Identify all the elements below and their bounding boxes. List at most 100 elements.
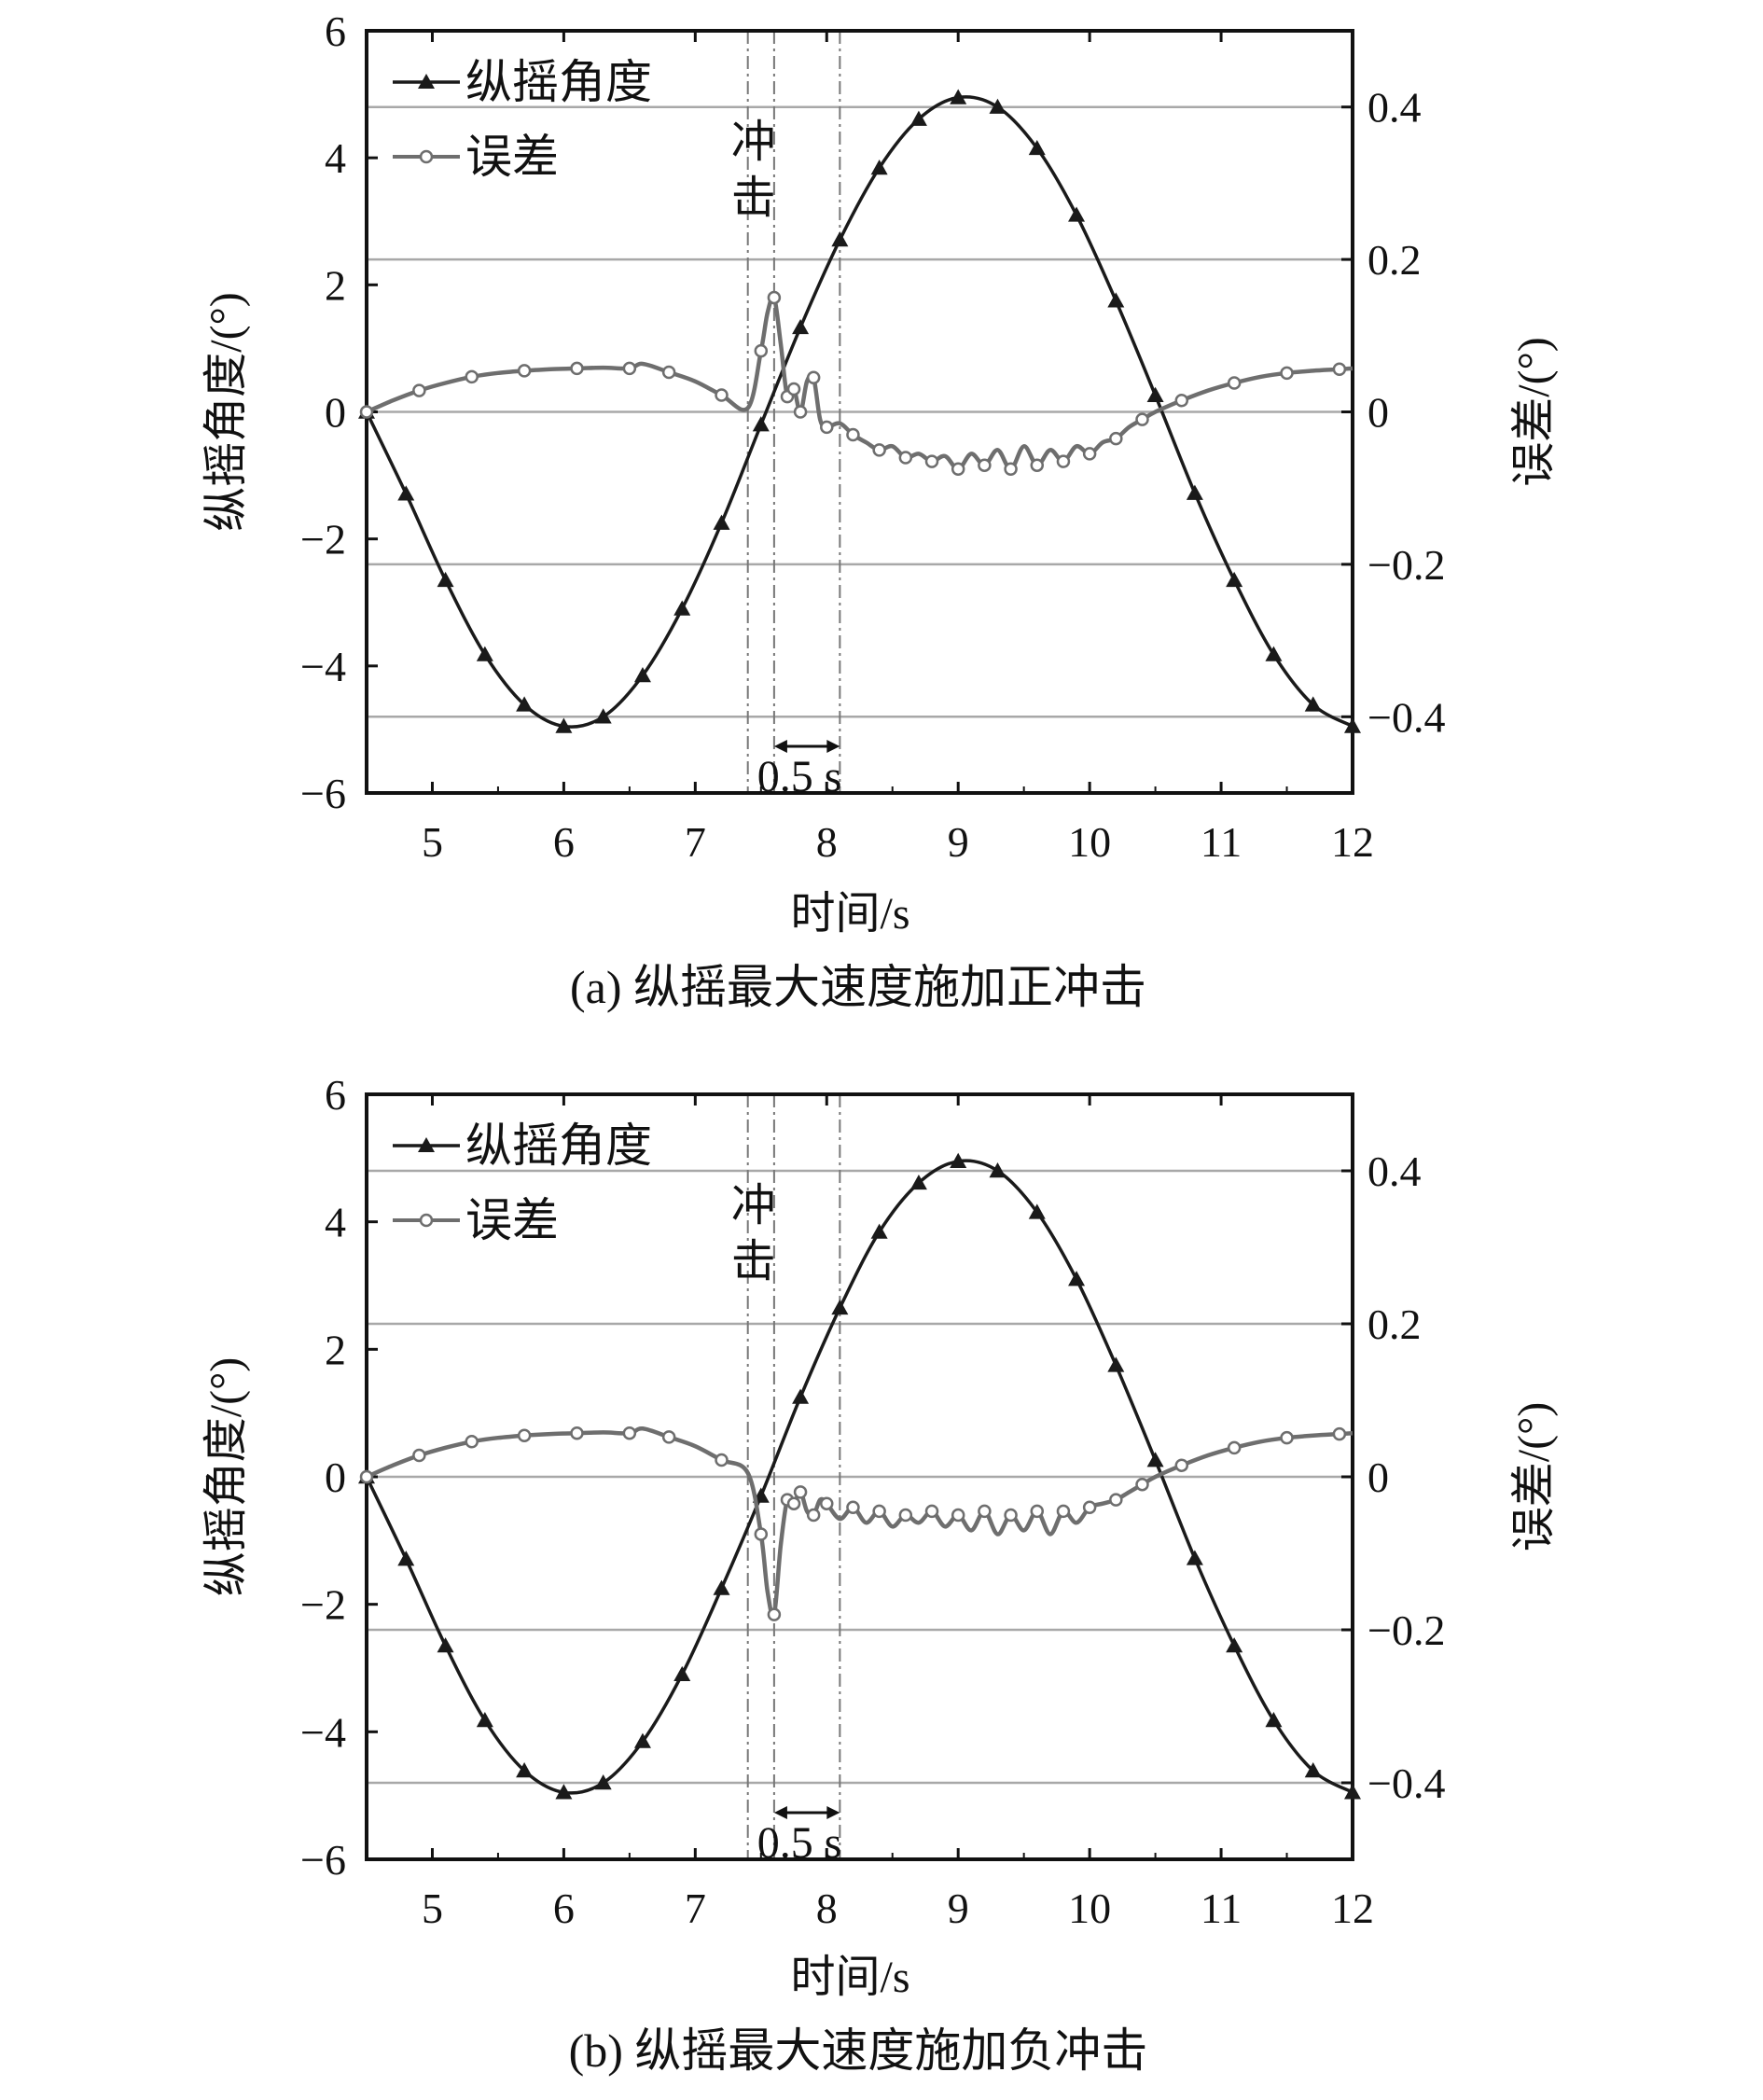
angle-point [1304, 1762, 1322, 1778]
shock-label-char-2: 击 [731, 1237, 776, 1286]
angle-point [1107, 1356, 1125, 1372]
y2-tick-label: −0.2 [1367, 1606, 1445, 1654]
angle-point [673, 1665, 691, 1682]
error-point [412, 1448, 426, 1463]
y2-tick-label: 0 [1367, 389, 1389, 437]
angle-point [594, 708, 612, 724]
error-point [622, 361, 637, 376]
angle-point [1107, 292, 1125, 308]
error-point [622, 1426, 637, 1440]
error-point [767, 1607, 782, 1621]
x-tick-label: 12 [1331, 1884, 1374, 1932]
error-point [570, 361, 584, 376]
error-point [715, 388, 729, 402]
error-point [1227, 1440, 1242, 1455]
error-point [1056, 454, 1071, 468]
x-axis-label: 时间/s [790, 1953, 909, 2002]
x-tick-label: 9 [948, 1884, 969, 1932]
series-line-error [366, 294, 1353, 472]
y-tick-label: −6 [300, 1836, 346, 1884]
legend-circle-marker [419, 1213, 434, 1228]
error-point [715, 1453, 729, 1467]
legend-triangle-marker [418, 1137, 435, 1152]
error-point [1030, 458, 1045, 472]
error-point [1174, 393, 1189, 408]
shock-label-char-1: 冲 [731, 118, 776, 167]
x-tick-label: 11 [1201, 818, 1242, 866]
y-axis-label: 纵摇角度/(°) [201, 292, 251, 532]
series-line-error [366, 1426, 1353, 1619]
angle-point [476, 1712, 493, 1728]
x-tick-label: 11 [1201, 1884, 1242, 1932]
shock-label-char-2: 击 [731, 174, 776, 223]
y-tick-label: −2 [300, 516, 346, 563]
angle-point [989, 1162, 1006, 1178]
error-point [767, 290, 782, 305]
interval-arrow-head-left [773, 740, 787, 753]
y2-tick-label: −0.4 [1367, 1759, 1445, 1807]
y-tick-label: 2 [325, 261, 346, 309]
y2-tick-label: 0.2 [1367, 236, 1422, 284]
angle-point [1068, 1271, 1086, 1286]
angle-point [752, 416, 770, 432]
error-point [872, 443, 886, 457]
legend-circle-marker [419, 149, 434, 164]
angle-point [792, 1388, 810, 1404]
angle-point [397, 1551, 415, 1566]
angle-point [1028, 139, 1046, 156]
angle-point [1068, 206, 1086, 222]
error-point [924, 1504, 939, 1519]
panel-caption: (a) 纵摇最大速度施加正冲击 [570, 961, 1146, 1013]
y-axis-label: 纵摇角度/(°) [201, 1357, 251, 1597]
error-point [951, 1508, 965, 1523]
error-point [898, 1508, 913, 1523]
error-point [1004, 462, 1018, 477]
x-tick-label: 7 [685, 1884, 706, 1932]
y-tick-label: 6 [325, 7, 346, 55]
error-point [1174, 1458, 1189, 1472]
y-tick-label: −4 [300, 643, 346, 690]
error-point [661, 365, 676, 380]
y2-axis-label: 误差/(°) [1509, 337, 1559, 487]
y2-tick-label: 0.4 [1367, 84, 1422, 132]
error-point [820, 420, 834, 435]
angle-point [555, 1784, 573, 1800]
error-point [898, 451, 913, 465]
error-point [1082, 1500, 1097, 1515]
angle-point [870, 160, 888, 175]
y-tick-label: −6 [300, 770, 346, 817]
error-point [806, 1508, 821, 1523]
x-tick-label: 12 [1331, 818, 1374, 866]
error-point [1109, 431, 1123, 446]
interval-label: 0.5 s [757, 1818, 842, 1868]
angle-point [1226, 571, 1243, 588]
angle-point [516, 696, 534, 712]
angle-point [792, 318, 810, 335]
error-point [924, 454, 939, 468]
error-point [1056, 1504, 1071, 1519]
error-point [793, 1485, 808, 1499]
error-point [978, 458, 992, 472]
angle-point [831, 230, 849, 247]
legend-label-angle: 纵摇角度 [465, 56, 652, 108]
x-tick-label: 5 [422, 818, 443, 866]
error-point [872, 1504, 886, 1519]
error-point [754, 1527, 769, 1541]
panel-a: 5 6 7 8 9 10 11 12 6 4 2 0 −2 −4 −6 0.4 0.2 0 −0.2 −0.4 时间/s… [201, 7, 1559, 1013]
error-point [570, 1426, 584, 1440]
angle-point [437, 571, 454, 588]
interval-arrow-head-right [826, 1806, 840, 1819]
y2-tick-label: 0.2 [1367, 1300, 1422, 1348]
y-tick-label: 2 [325, 1326, 346, 1373]
y-tick-label: 0 [325, 389, 346, 437]
angle-point [1226, 1637, 1243, 1653]
angle-point [950, 1152, 967, 1168]
y-tick-label: −2 [300, 1581, 346, 1629]
angle-point [909, 1174, 927, 1190]
x-tick-label: 6 [553, 818, 575, 866]
error-point [786, 382, 801, 396]
x-tick-label: 8 [816, 818, 838, 866]
legend-triangle-marker [418, 74, 435, 89]
error-point [412, 383, 426, 397]
